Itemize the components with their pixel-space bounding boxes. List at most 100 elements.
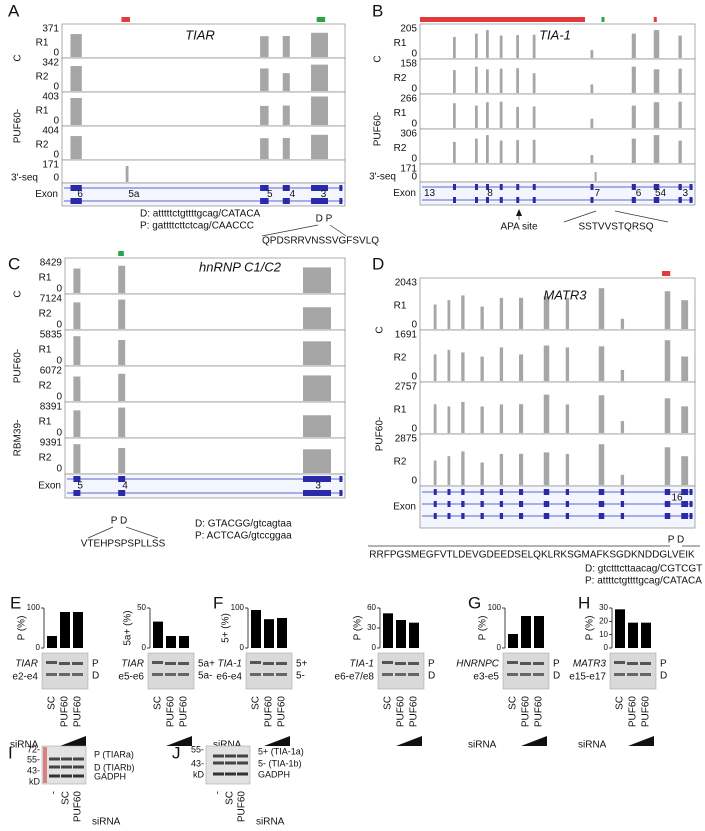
- coverage-peak: [543, 394, 550, 433]
- group-label: RBM39-: [13, 420, 24, 457]
- bar: [615, 609, 625, 648]
- exon-block: [475, 184, 478, 190]
- exon-block: [461, 513, 465, 519]
- bar: [628, 622, 638, 648]
- coverage-peak: [681, 300, 689, 329]
- coverage-peak: [499, 404, 504, 433]
- coverage-peak: [532, 139, 536, 163]
- exon-block: [447, 489, 451, 495]
- exon-number: 16: [671, 493, 683, 504]
- track-zero: 0: [53, 82, 59, 93]
- exon-block: [486, 197, 489, 203]
- coverage-peak: [519, 297, 524, 329]
- track-frame: [419, 381, 696, 435]
- dose-triangle: [396, 736, 422, 746]
- panel-letter: D: [372, 254, 384, 273]
- lane-label: PUF60: [534, 696, 545, 728]
- track-frame: [61, 125, 346, 161]
- track-max: 306: [400, 129, 417, 140]
- exon-block: [499, 513, 504, 519]
- track-max: 6072: [40, 366, 63, 377]
- exon-block: [678, 197, 682, 203]
- track-zero: 0: [411, 476, 417, 487]
- size-marker: 72-: [27, 744, 40, 754]
- replicate-label: R1: [36, 38, 49, 49]
- peptide: VTEHPSPSPLLSS: [81, 539, 166, 550]
- track-zero: 0: [56, 320, 62, 331]
- y-tick-label: 30: [367, 623, 376, 632]
- coverage-peak: [664, 340, 671, 381]
- region-marker: [662, 271, 671, 276]
- blot-band: [237, 772, 248, 776]
- y-tick-label: 0: [372, 643, 377, 652]
- annotation-line: [563, 210, 597, 223]
- coverage-peak: [461, 401, 465, 433]
- exon-block: [499, 184, 503, 190]
- lane-label: SC: [615, 696, 626, 710]
- panel-letter: H: [578, 593, 590, 612]
- track-frame: [419, 93, 696, 130]
- gel-band: [165, 673, 176, 676]
- annotation-line: [614, 210, 669, 223]
- lane-label: PUF60: [277, 696, 288, 728]
- exon-block: [590, 184, 594, 190]
- gel-band: [59, 662, 70, 665]
- exon-number: 7: [594, 188, 600, 199]
- size-unit: kD: [29, 776, 41, 786]
- panel-letter: B: [372, 1, 383, 20]
- track-zero: 0: [411, 320, 417, 331]
- y-tick-label: 0: [240, 643, 245, 652]
- coverage-peak: [499, 297, 504, 329]
- track-max: 7124: [40, 294, 63, 305]
- exon-number: 5: [267, 189, 273, 200]
- track-max: 171: [42, 160, 59, 171]
- coverage-peak: [565, 404, 570, 433]
- gel-band: [72, 662, 83, 665]
- region-marker: [121, 17, 130, 22]
- gene-name: HNRNPC: [456, 659, 500, 670]
- gel-band: [627, 673, 638, 676]
- region-marker: [118, 251, 124, 256]
- band-label: 5- (TIA-1b): [258, 758, 302, 768]
- coverage-peak: [118, 339, 126, 365]
- gel-band: [507, 661, 518, 664]
- coverage-peak: [70, 98, 82, 125]
- y-tick-label: 0: [497, 643, 502, 652]
- gel-band: [382, 673, 393, 676]
- gene-name: TIA-1: [218, 659, 242, 670]
- track-zero: 0: [411, 119, 417, 130]
- coverage-peak: [594, 172, 597, 181]
- splice-site: P: gattttcttctcag/CAACCC: [140, 221, 254, 232]
- coverage-peak: [480, 356, 484, 381]
- exon-block: [339, 490, 343, 496]
- group-label: PUF60-: [13, 349, 24, 383]
- exon-number: 13: [424, 188, 436, 199]
- gene-name: TIA-1: [350, 659, 374, 670]
- gene-name: TIAR: [121, 659, 144, 670]
- lane-label: PUF60: [264, 696, 275, 728]
- blot-band: [213, 761, 224, 765]
- track-frame: [419, 128, 696, 165]
- blot-band: [225, 754, 236, 758]
- gel: [609, 652, 657, 690]
- blot-band: [49, 757, 60, 761]
- coverage-peak: [311, 96, 329, 125]
- exon-block: [486, 184, 489, 190]
- exon-number: 5: [77, 481, 83, 492]
- exon-block: [590, 197, 594, 203]
- size-unit: kD: [193, 769, 205, 779]
- track-zero: 0: [411, 154, 417, 165]
- exon-frame: [61, 182, 346, 207]
- coverage-peak: [433, 460, 437, 485]
- coverage-peak: [73, 268, 81, 293]
- lane-label: SC: [225, 791, 236, 805]
- lane-label: -: [213, 791, 224, 794]
- track-zero: 0: [411, 372, 417, 383]
- y-tick-label: 100: [488, 603, 502, 612]
- coverage-peak: [664, 398, 671, 433]
- band-label: P: [553, 659, 560, 670]
- coverage-peak: [282, 73, 290, 91]
- gene-name: MATR3: [543, 287, 587, 302]
- exon-block: [653, 197, 660, 203]
